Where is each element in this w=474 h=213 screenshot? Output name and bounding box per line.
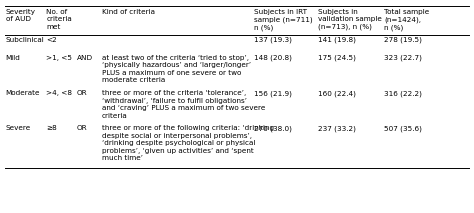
Text: >4, <8: >4, <8 (46, 90, 73, 96)
Text: 237 (33.2): 237 (33.2) (318, 125, 356, 132)
Text: OR: OR (77, 125, 87, 131)
Text: 278 (19.5): 278 (19.5) (384, 37, 422, 43)
Text: 160 (22.4): 160 (22.4) (318, 90, 356, 97)
Text: three or more of the following criteria: ‘drinking
despite social or interperson: three or more of the following criteria:… (102, 125, 274, 161)
Text: 156 (21.9): 156 (21.9) (254, 90, 292, 97)
Text: >1, <5: >1, <5 (46, 55, 73, 61)
Text: 316 (22.2): 316 (22.2) (384, 90, 422, 97)
Text: Subjects in
validation sample
(n=713), n (%): Subjects in validation sample (n=713), n… (318, 9, 382, 30)
Text: Subjects in IRT
sample (n=711)
n (%): Subjects in IRT sample (n=711) n (%) (254, 9, 312, 30)
Text: <2: <2 (46, 37, 57, 43)
Text: ≥8: ≥8 (46, 125, 57, 131)
Text: 148 (20.8): 148 (20.8) (254, 55, 292, 62)
Text: 141 (19.8): 141 (19.8) (318, 37, 356, 43)
Text: 270 (38.0): 270 (38.0) (254, 125, 292, 132)
Text: 323 (22.7): 323 (22.7) (384, 55, 422, 62)
Text: AND: AND (77, 55, 93, 61)
Text: 175 (24.5): 175 (24.5) (318, 55, 356, 62)
Text: at least two of the criteria ‘tried to stop’,
‘physically hazardous’ and ‘larger: at least two of the criteria ‘tried to s… (102, 55, 251, 83)
Text: Total sample
(n=1424),
n (%): Total sample (n=1424), n (%) (384, 9, 429, 30)
Text: Moderate: Moderate (6, 90, 40, 96)
Text: Subclinical: Subclinical (6, 37, 45, 43)
Text: 507 (35.6): 507 (35.6) (384, 125, 422, 132)
Text: OR: OR (77, 90, 87, 96)
Text: Mild: Mild (6, 55, 20, 61)
Text: three or more of the criteria ‘tolerance’,
‘withdrawal’, ‘failure to fulfil obli: three or more of the criteria ‘tolerance… (102, 90, 265, 119)
Text: Kind of criteria: Kind of criteria (102, 9, 155, 14)
Text: Severity
of AUD: Severity of AUD (6, 9, 36, 22)
Text: Severe: Severe (6, 125, 31, 131)
Text: No. of
criteria
met: No. of criteria met (46, 9, 72, 30)
Text: 137 (19.3): 137 (19.3) (254, 37, 292, 43)
